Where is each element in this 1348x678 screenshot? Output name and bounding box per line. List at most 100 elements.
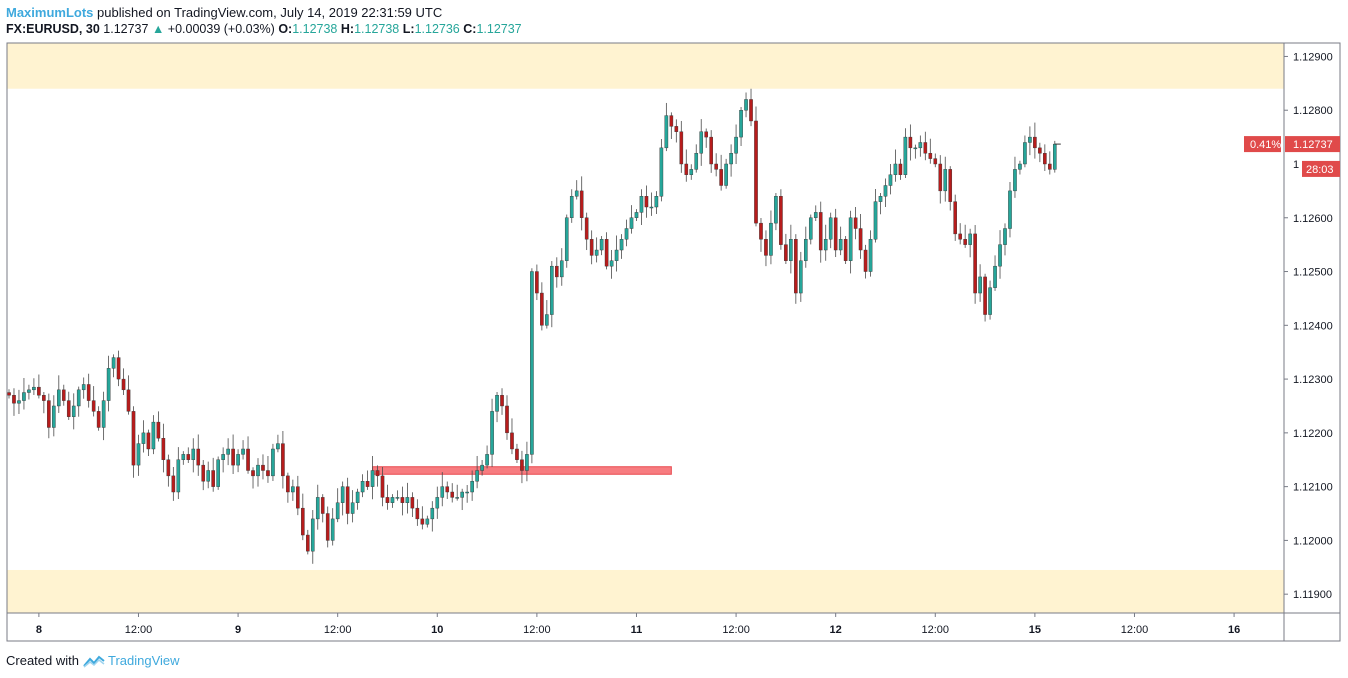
candle-body bbox=[96, 411, 101, 428]
candle-body bbox=[818, 212, 823, 251]
candle-body bbox=[420, 518, 425, 525]
candle-body bbox=[241, 448, 245, 455]
candle-body bbox=[525, 454, 529, 471]
candle-body bbox=[226, 448, 230, 455]
candle-body bbox=[37, 386, 41, 396]
candle-body bbox=[913, 147, 918, 150]
candle-body bbox=[101, 400, 106, 428]
candle-body bbox=[71, 405, 76, 417]
candle-body bbox=[614, 249, 619, 261]
time-tick-label: 12:00 bbox=[324, 624, 352, 636]
candle-body bbox=[375, 470, 380, 477]
candle-body bbox=[1008, 190, 1012, 229]
candle-body bbox=[619, 239, 624, 251]
candle-body bbox=[480, 464, 484, 471]
open-label: O: bbox=[278, 22, 293, 36]
candle-body bbox=[569, 196, 574, 218]
candle-body bbox=[749, 99, 753, 122]
candle-body bbox=[515, 448, 519, 460]
candle-body bbox=[61, 389, 66, 401]
candles bbox=[7, 88, 1057, 564]
candle-body bbox=[57, 389, 61, 407]
candle-body bbox=[146, 432, 151, 450]
candle-body bbox=[599, 239, 604, 251]
candle-body bbox=[604, 239, 609, 267]
price-tick-label: 1.11900 bbox=[1293, 589, 1332, 601]
candle-body bbox=[1043, 153, 1047, 165]
time-tick-label: 12:00 bbox=[523, 624, 551, 636]
candle-body bbox=[838, 239, 843, 251]
candle-body bbox=[1048, 163, 1052, 170]
candle-body bbox=[799, 260, 803, 294]
candle-body bbox=[804, 239, 808, 261]
percent-tag bbox=[1244, 136, 1281, 153]
price-tick-label: 1.12800 bbox=[1293, 105, 1333, 117]
tradingview-brand-link[interactable]: TradingView bbox=[107, 653, 180, 668]
candle-body bbox=[530, 271, 534, 455]
candle-body bbox=[141, 432, 146, 444]
candle-body bbox=[176, 459, 181, 493]
candle-body bbox=[435, 497, 440, 509]
candle-body bbox=[430, 507, 435, 520]
candle-body bbox=[978, 276, 982, 294]
candle-body bbox=[315, 497, 320, 520]
time-tick-label: 9 bbox=[235, 624, 241, 636]
candle-body bbox=[1028, 136, 1032, 143]
candle-body bbox=[166, 459, 171, 477]
candle-body bbox=[310, 518, 315, 552]
candle-body bbox=[998, 244, 1002, 267]
footer: Created with TradingView bbox=[6, 653, 180, 668]
high-label: H: bbox=[340, 22, 355, 36]
candle-body bbox=[774, 196, 778, 224]
candle-body bbox=[385, 497, 390, 503]
candle-body bbox=[490, 411, 494, 455]
candle-body bbox=[136, 443, 141, 466]
candle-body bbox=[968, 233, 972, 245]
candle-body bbox=[938, 163, 943, 192]
candle-body bbox=[888, 174, 893, 186]
candle-body bbox=[191, 448, 196, 460]
candle-body bbox=[256, 464, 260, 477]
candle-body bbox=[1052, 143, 1057, 170]
price-tick-label: 1.12200 bbox=[1293, 428, 1333, 440]
price-change: +0.00039 (+0.03%) bbox=[167, 22, 275, 36]
candle-body bbox=[973, 233, 977, 294]
high-value: 1.12738 bbox=[354, 22, 400, 36]
candle-body bbox=[629, 217, 634, 229]
candle-body bbox=[111, 357, 116, 369]
candle-body bbox=[789, 239, 793, 261]
tradingview-logo-icon bbox=[83, 655, 105, 668]
candle-body bbox=[500, 395, 504, 407]
candle-body bbox=[81, 384, 86, 391]
price-tick-label: 1.12600 bbox=[1293, 213, 1333, 225]
candle-body bbox=[689, 169, 694, 175]
candle-body bbox=[475, 470, 479, 482]
candle-body bbox=[1013, 169, 1017, 192]
candle-body bbox=[754, 120, 758, 224]
author-link[interactable]: MaximumLots bbox=[6, 5, 94, 20]
time-tick-label: 12:00 bbox=[922, 624, 950, 636]
candle-body bbox=[211, 470, 215, 487]
candle-body bbox=[843, 239, 848, 261]
candle-body bbox=[858, 228, 863, 251]
candle-body bbox=[724, 163, 728, 186]
candle-body bbox=[12, 395, 16, 404]
candle-body bbox=[52, 405, 56, 428]
candle-body bbox=[769, 222, 773, 256]
candle-body bbox=[734, 136, 738, 154]
candle-body bbox=[345, 486, 350, 514]
candle-body bbox=[246, 448, 250, 471]
candle-body bbox=[365, 481, 370, 487]
candle-body bbox=[903, 136, 908, 175]
candle-body bbox=[470, 481, 474, 493]
candle-body bbox=[485, 454, 489, 466]
candle-body bbox=[928, 153, 933, 159]
candle-body bbox=[216, 459, 220, 487]
candle-body bbox=[520, 459, 524, 471]
candle-body bbox=[266, 470, 270, 477]
candle-body bbox=[76, 389, 81, 407]
candle-body bbox=[350, 502, 355, 514]
candle-body bbox=[669, 115, 674, 127]
time-axis: 8 12:00 9 12:00 10 12:00 11 12:00 12 12:00 15 12:00… bbox=[36, 613, 1240, 636]
